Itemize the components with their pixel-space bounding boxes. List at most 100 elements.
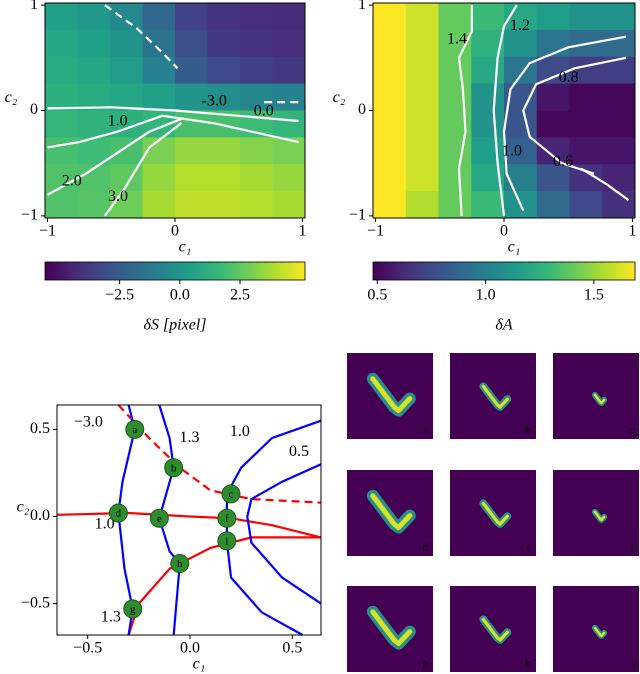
contour-label: 1.0 [230, 423, 250, 440]
heatmap-cell [175, 56, 208, 85]
point-label: h [177, 558, 183, 570]
x-tick-label: 1 [628, 223, 636, 240]
heatmap-cell [602, 191, 636, 219]
contour-label: 1.4 [447, 30, 467, 47]
heatmap-cell [240, 191, 273, 219]
heatmap-cell [569, 83, 603, 111]
point [125, 419, 145, 439]
thumbnail-label: h [526, 658, 532, 670]
x-axis-label: c₁ [179, 239, 192, 256]
heatmap-cell [373, 191, 407, 219]
contour-line [457, 5, 473, 216]
heatmap-cell [536, 56, 570, 85]
y-axis-label: c₂ [333, 89, 346, 106]
heatmap-cell [471, 83, 505, 111]
heatmap-cell [77, 3, 111, 31]
plot-area [57, 405, 321, 635]
heatmap-cell [405, 29, 439, 58]
heatmap-cell [45, 3, 78, 31]
heatmap-cell [405, 83, 439, 111]
heatmap-cell [142, 3, 176, 31]
thumbnail-blob-core [370, 493, 413, 531]
point-label: e [157, 513, 162, 525]
heatmap-cell [471, 110, 505, 138]
heatmap-cell [77, 56, 111, 85]
x-axis-label: c₁ [508, 239, 521, 256]
chart: −3.0 1.0 1.3 1.3 1.0 0.5 a b c d e f g h i −0.5 0.0 0.5 −0… [17, 404, 322, 673]
heatmap-cell [405, 137, 439, 165]
point-label: a [132, 424, 137, 436]
colorbar-tick-label: −2.5 [105, 287, 134, 304]
heatmap-cell [536, 191, 570, 219]
contour-label: 0.0 [254, 102, 274, 119]
heatmap-cell [536, 110, 570, 138]
colorbar-tick-label: 0.5 [367, 287, 387, 304]
heatmap-cell [438, 110, 472, 138]
contour-line [580, 167, 630, 201]
heatmap-cell [405, 3, 439, 31]
thumbnail: h [450, 586, 536, 672]
heatmap-cell [142, 56, 176, 85]
contour-label: 1.0 [108, 112, 128, 129]
contour-label: 3.0 [108, 188, 128, 205]
contour-line [502, 35, 627, 212]
heatmap-cell [175, 83, 208, 111]
thumbnail-label: c [629, 425, 634, 437]
colorbar-label: δA [495, 317, 512, 334]
heatmap-cell [272, 3, 306, 31]
thumbnail-blob-core [593, 626, 606, 638]
heatmap-cell [110, 191, 143, 219]
heatmap-cell [569, 3, 603, 31]
contour-label: 1.0 [502, 142, 522, 159]
point [170, 554, 190, 574]
point [221, 484, 241, 504]
point-label: f [225, 513, 229, 525]
thumbnail: b [450, 353, 536, 439]
heatmap-cell [175, 3, 208, 31]
heatmap-cell [77, 29, 111, 58]
contour-label: 2.0 [62, 172, 82, 189]
contour-label: 0.8 [559, 69, 579, 86]
heatmap-cell [438, 56, 472, 85]
contour-line [47, 106, 299, 123]
thumbnail: e [450, 470, 536, 556]
heatmap-cell [602, 137, 636, 165]
thumbnail: i [553, 586, 639, 672]
heatmap-cell [240, 137, 273, 165]
x-tick-label: 1 [298, 223, 306, 240]
heatmap-cell [405, 191, 439, 219]
thumbnail: g [347, 586, 433, 672]
contours: 1.4 1.2 1.0 0.8 0.6 [447, 4, 630, 217]
heatmap-cell [471, 191, 505, 219]
thumbnail: d [347, 470, 433, 556]
heatmap-cell [272, 191, 306, 219]
x-tick-label: 0.5 [282, 640, 302, 657]
heatmap-cell [602, 83, 636, 111]
heatmap-cell [373, 3, 407, 31]
heatmap-cell [471, 3, 505, 31]
heatmap-cell [207, 164, 241, 192]
chart: −2.5 0.0 2.5 δS [pixel] -3.0 0.0 1.0 2.0 3.0 −1 0 1… [5, 0, 307, 334]
contour-label: 1.0 [95, 516, 115, 533]
x-tick-label: −1 [367, 223, 384, 240]
heatmap-cell [569, 56, 603, 85]
y-tick-label: 0 [30, 101, 38, 118]
contour-line [492, 4, 518, 217]
y-tick-label: 0 [358, 101, 366, 118]
y-tick-label: −1 [349, 207, 366, 224]
heatmap-cell [207, 56, 241, 85]
heatmap-cell [536, 83, 570, 111]
heatmap-cell [536, 137, 570, 165]
colorbar [372, 261, 636, 281]
heatmap-cell [110, 29, 143, 58]
point [149, 508, 169, 528]
thumbnail-blob-core [481, 617, 510, 642]
contours: -3.0 0.0 1.0 2.0 3.0 [46, 4, 299, 217]
point-label: c [229, 488, 234, 500]
point [108, 503, 128, 523]
contour-label: −3.0 [74, 414, 103, 431]
y-axis-label: c₂ [17, 499, 30, 516]
heatmap-cell [45, 29, 78, 58]
thumbnail: a [347, 353, 433, 439]
heatmap-cell [45, 83, 78, 111]
